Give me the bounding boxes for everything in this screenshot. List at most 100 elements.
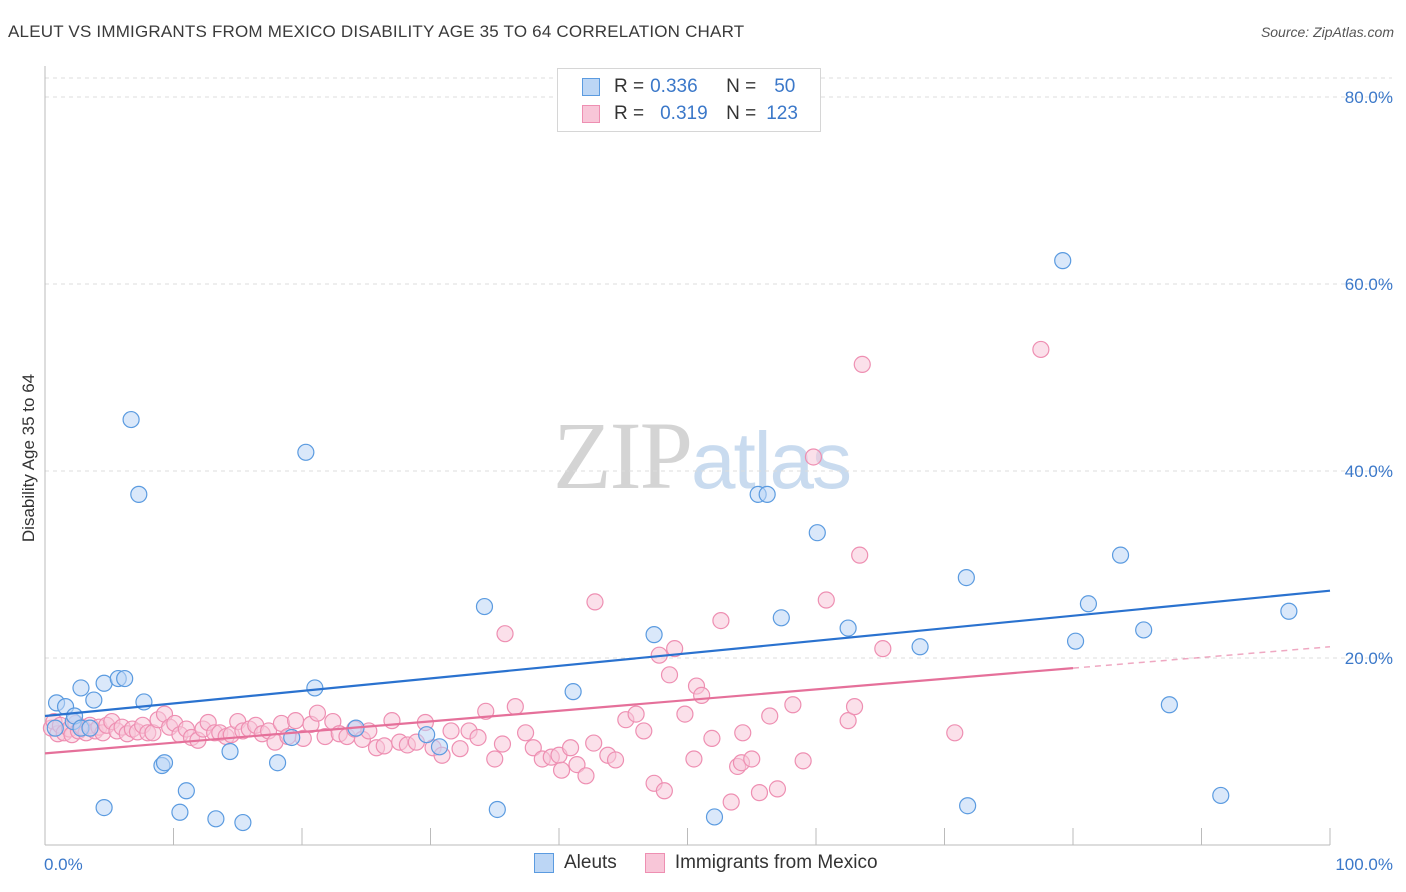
data-point bbox=[1079, 595, 1098, 613]
data-point bbox=[655, 782, 673, 800]
data-point bbox=[784, 696, 802, 714]
data-point bbox=[81, 719, 99, 737]
data-point bbox=[155, 754, 174, 772]
data-point bbox=[116, 669, 134, 688]
data-point bbox=[1212, 786, 1230, 805]
data-point bbox=[585, 734, 603, 752]
data-point bbox=[627, 705, 645, 723]
data-point bbox=[207, 810, 225, 828]
bottom-legend-label-mexico: Immigrants from Mexico bbox=[674, 852, 878, 873]
data-point bbox=[221, 742, 239, 761]
data-point bbox=[493, 735, 512, 753]
data-point bbox=[383, 712, 401, 730]
legend-r-value: 0.336 bbox=[650, 76, 698, 97]
data-point bbox=[685, 750, 703, 768]
data-point bbox=[666, 640, 684, 658]
data-point bbox=[1054, 252, 1072, 270]
data-point bbox=[808, 524, 826, 542]
data-point bbox=[851, 546, 869, 564]
y-tick-label: 20.0% bbox=[1345, 649, 1393, 668]
y-tick-label: 80.0% bbox=[1345, 88, 1393, 107]
data-point bbox=[959, 797, 977, 815]
data-point bbox=[430, 738, 449, 756]
data-point bbox=[496, 625, 514, 643]
legend-n-label: N = bbox=[726, 103, 757, 124]
watermark-zip: ZIP bbox=[553, 402, 693, 509]
legend-row-mexico: R = 0.319 N = 123 bbox=[582, 102, 798, 126]
data-point bbox=[1280, 602, 1298, 620]
legend-n-value: 123 bbox=[766, 103, 798, 124]
data-point bbox=[817, 591, 835, 609]
bottom-legend-label-aleuts: Aleuts bbox=[564, 852, 617, 873]
data-point bbox=[268, 754, 287, 772]
data-point bbox=[475, 597, 494, 616]
data-point bbox=[564, 683, 582, 701]
data-point bbox=[761, 707, 779, 725]
bottom-legend: Aleuts Immigrants from Mexico bbox=[534, 852, 906, 874]
legend: R = 0.336 N = 50 R = 0.319 N = 123 bbox=[557, 68, 821, 132]
data-point bbox=[839, 712, 857, 730]
data-point bbox=[46, 719, 64, 737]
data-point bbox=[1111, 546, 1130, 564]
data-point bbox=[552, 761, 571, 779]
data-point bbox=[839, 619, 857, 637]
data-point bbox=[676, 705, 694, 723]
trend-line-mexico-dashed bbox=[1072, 646, 1331, 669]
y-tick-label: 60.0% bbox=[1345, 275, 1393, 294]
data-point bbox=[693, 686, 711, 705]
data-point bbox=[122, 410, 140, 429]
chart-title: ALEUT VS IMMIGRANTS FROM MEXICO DISABILI… bbox=[8, 22, 745, 41]
data-point bbox=[306, 679, 324, 697]
data-point bbox=[722, 793, 740, 811]
data-point bbox=[606, 751, 625, 769]
data-point bbox=[743, 750, 761, 768]
data-point bbox=[794, 752, 812, 770]
watermark: ZIPatlas bbox=[553, 400, 852, 511]
source-label: Source: ZipAtlas.com bbox=[1260, 24, 1394, 40]
legend-n-value: 50 bbox=[774, 76, 796, 97]
data-point bbox=[874, 640, 892, 658]
data-point bbox=[72, 679, 90, 697]
trend-line-mexico bbox=[44, 667, 1074, 755]
data-point bbox=[772, 609, 790, 627]
data-point bbox=[705, 808, 724, 826]
x-tick-label: 100.0% bbox=[1335, 855, 1393, 874]
data-point bbox=[95, 798, 113, 817]
bottom-legend-swatch-aleuts bbox=[534, 853, 554, 873]
data-point bbox=[130, 485, 148, 503]
data-point bbox=[911, 638, 929, 656]
data-point bbox=[506, 698, 524, 716]
y-axis-label: Disability Age 35 to 64 bbox=[19, 374, 38, 542]
data-point bbox=[845, 698, 864, 716]
data-point bbox=[308, 704, 327, 722]
data-point bbox=[635, 722, 653, 740]
data-point bbox=[577, 767, 595, 785]
data-point bbox=[418, 726, 436, 744]
bottom-legend-aleuts: Aleuts bbox=[534, 852, 617, 874]
data-point bbox=[1032, 340, 1050, 359]
data-point bbox=[946, 724, 964, 742]
data-point bbox=[1066, 632, 1085, 650]
data-point bbox=[768, 780, 787, 798]
legend-r-value: 0.319 bbox=[660, 103, 708, 124]
data-point bbox=[486, 750, 504, 768]
data-point bbox=[442, 722, 460, 740]
data-point bbox=[85, 691, 103, 709]
data-point bbox=[234, 813, 252, 832]
data-point bbox=[957, 568, 975, 587]
data-point bbox=[524, 739, 542, 757]
data-point bbox=[451, 740, 469, 758]
y-tick-label: 40.0% bbox=[1345, 462, 1393, 481]
data-point bbox=[712, 611, 730, 630]
data-point bbox=[297, 443, 315, 461]
data-point bbox=[853, 355, 871, 374]
data-point bbox=[469, 728, 487, 747]
legend-swatch-mexico bbox=[582, 105, 600, 123]
data-point bbox=[171, 803, 189, 821]
data-point bbox=[286, 712, 305, 730]
data-point bbox=[1160, 696, 1178, 714]
data-point bbox=[561, 739, 580, 757]
trend-line-aleuts bbox=[44, 589, 1331, 718]
data-point bbox=[1135, 621, 1153, 639]
